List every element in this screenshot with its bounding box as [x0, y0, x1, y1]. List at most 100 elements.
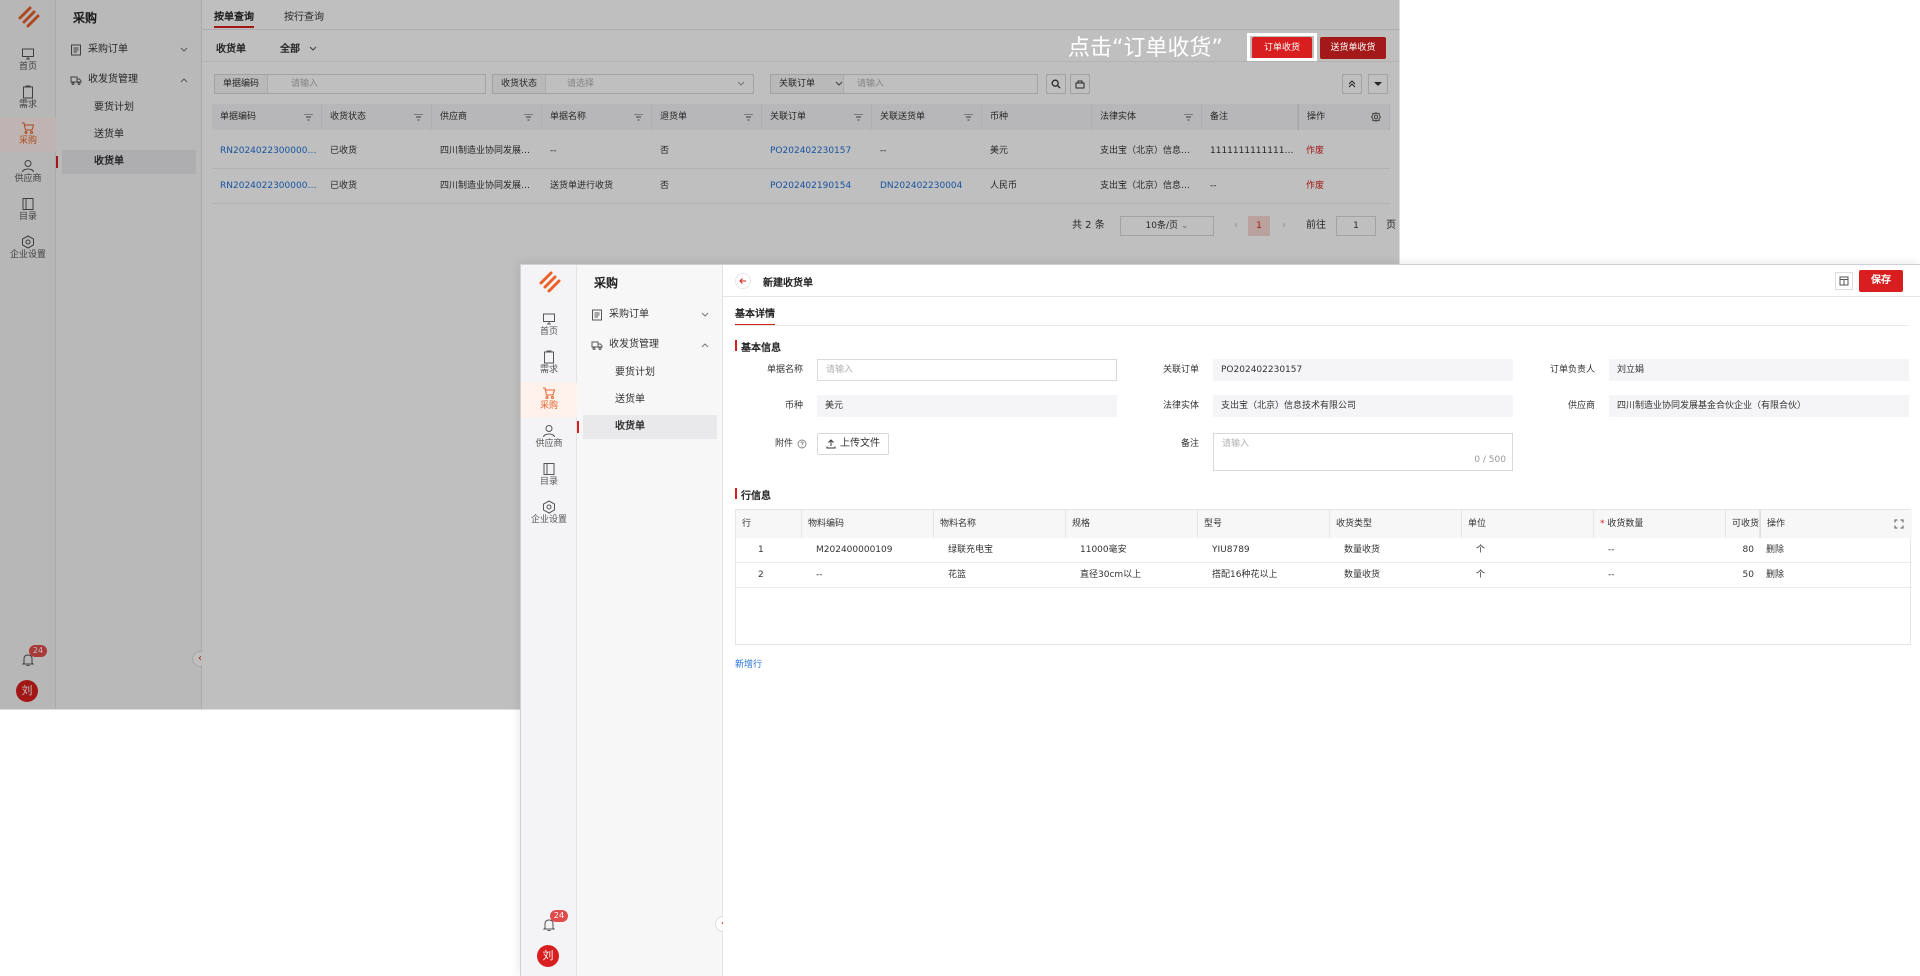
table-cell-delivery-link[interactable]: DN202402230004 [880, 181, 963, 191]
filter-icon[interactable] [414, 114, 423, 121]
prev-page-icon[interactable]: ‹ [1234, 220, 1238, 231]
filter-doc-code[interactable]: 单据编码 请输入 [214, 74, 486, 94]
table-cell: 80 [1742, 545, 1754, 555]
filter-menu-button[interactable] [1368, 74, 1388, 94]
column-header: 规格 [1066, 510, 1198, 538]
filter-icon[interactable] [634, 114, 643, 121]
remark-textarea[interactable]: 请输入 0 / 500 [1213, 433, 1513, 471]
sidebar-item-delivery-note[interactable]: 送货单 [615, 394, 645, 405]
filter-icon[interactable] [744, 114, 753, 121]
nav-item-demand[interactable]: 需求 [521, 347, 577, 381]
nav-item-settings[interactable]: 企业设置 [521, 497, 577, 531]
clear-icon [1075, 80, 1085, 89]
receive-qty-cell[interactable]: -- [1608, 545, 1615, 555]
cart-icon [22, 122, 35, 134]
sidebar-item-supply-plan[interactable]: 要货计划 [94, 102, 134, 113]
void-button[interactable]: 作废 [1306, 181, 1325, 191]
book-icon [543, 463, 555, 475]
nav-item-purchase[interactable]: 采购 [521, 383, 577, 417]
filter-icon[interactable] [524, 114, 533, 121]
nav-item-demand[interactable]: 需求 [0, 82, 56, 116]
sidebar-title: 采购 [73, 11, 98, 25]
nav-item-catalog[interactable]: 目录 [0, 194, 56, 228]
filter-related-order[interactable]: 关联订单 请输入 [770, 74, 1038, 94]
next-page-icon[interactable]: › [1282, 220, 1286, 231]
sidebar-item-supply-plan[interactable]: 要货计划 [615, 367, 655, 378]
gear-icon[interactable] [1371, 112, 1381, 122]
page-number-current[interactable]: 1 [1248, 216, 1270, 236]
nav-item-home[interactable]: 首页 [521, 309, 577, 343]
bell-icon[interactable] [541, 917, 557, 933]
tab-divider [735, 325, 1908, 326]
goto-page-input[interactable]: 1 [1336, 216, 1376, 236]
search-button[interactable] [1046, 74, 1066, 94]
void-button[interactable]: 作废 [1306, 146, 1325, 156]
order-receive-button[interactable]: 订单收货 [1252, 37, 1312, 59]
cart-icon [543, 387, 556, 399]
column-header-label: 操作 [1767, 519, 1786, 529]
filter-receipt-status[interactable]: 收货状态 请选择 [492, 74, 754, 94]
nav-item-catalog[interactable]: 目录 [521, 459, 577, 493]
sidebar-item-shipping-management[interactable]: 收发货管理 [62, 68, 196, 92]
column-header: 型号 [1198, 510, 1330, 538]
collapse-filters-button[interactable] [1342, 74, 1362, 94]
nav-item-supplier[interactable]: 供应商 [521, 421, 577, 455]
bell-icon[interactable] [20, 652, 36, 668]
nav-item-purchase[interactable]: 采购 [0, 118, 56, 152]
nav-item-home[interactable]: 首页 [0, 44, 56, 78]
arrow-left-icon [739, 278, 746, 284]
reset-button[interactable] [1070, 74, 1090, 94]
fullscreen-icon[interactable] [1894, 519, 1904, 529]
table-cell-code[interactable]: RN2024022300000026 [220, 146, 322, 156]
column-header: 行 [736, 510, 802, 538]
sidebar-item-label: 收发货管理 [609, 339, 659, 350]
caret-down-icon [1374, 82, 1382, 86]
help-icon[interactable] [797, 439, 807, 449]
supplier-value: 四川制造业协同发展基金合伙企业（有限合伙） [1609, 395, 1909, 417]
table-cell-order-link[interactable]: PO202402190154 [770, 181, 852, 191]
sidebar-item-delivery-note[interactable]: 送货单 [94, 129, 124, 140]
table-cell: 搭配16种花以上 [1212, 570, 1278, 580]
table-cell: 四川制造业协同发展… [440, 146, 531, 156]
filter-icon[interactable] [1184, 114, 1193, 121]
sidebar-item-shipping-management[interactable]: 收发货管理 [583, 333, 717, 357]
nav-item-supplier[interactable]: 供应商 [0, 156, 56, 190]
table-cell: 11111111111111111 [1210, 146, 1298, 156]
upload-file-button[interactable]: 上传文件 [817, 433, 889, 455]
tab-query-by-doc[interactable]: 按单查询 [214, 8, 254, 28]
sidebar-item-receipt[interactable]: 收货单 [56, 150, 196, 174]
doc-name-input[interactable]: 请输入 [817, 359, 1117, 381]
layout-button[interactable] [1835, 272, 1853, 290]
back-button[interactable] [735, 273, 751, 289]
table-cell: 花篮 [948, 570, 967, 580]
table-cell: 美元 [990, 146, 1009, 156]
delete-row-button[interactable]: 删除 [1766, 545, 1785, 555]
table-cell-order-link[interactable]: PO202402230157 [770, 146, 852, 156]
filter-icon[interactable] [854, 114, 863, 121]
receive-qty-cell[interactable]: -- [1608, 570, 1615, 580]
add-row-button[interactable]: 新增行 [735, 660, 763, 670]
avatar[interactable]: 刘 [537, 945, 559, 967]
avatar[interactable]: 刘 [16, 680, 38, 702]
chevron-down-icon [835, 81, 843, 86]
tab-query-by-line[interactable]: 按行查询 [284, 12, 324, 23]
filter-icon[interactable] [964, 114, 973, 121]
tab-basic-details[interactable]: 基本详情 [735, 305, 775, 326]
nav-item-settings[interactable]: 企业设置 [0, 232, 56, 266]
sidebar-item-receipt[interactable]: 收货单 [577, 415, 717, 439]
column-header: * 收货数量 [1594, 510, 1726, 538]
nav-rail: 首页 需求 采购 供应商 目录 企业设置 24 刘 [0, 0, 56, 709]
save-button[interactable]: 保存 [1859, 270, 1903, 292]
delete-row-button[interactable]: 删除 [1766, 570, 1785, 580]
page-size-select[interactable]: 10条/页 ⌄ [1120, 216, 1214, 236]
table-cell-code[interactable]: RN2024022300000025 [220, 181, 322, 191]
sidebar-item-label: 收发货管理 [88, 74, 138, 85]
column-header-label: 收货状态 [330, 112, 367, 122]
column-header: 操作 [1298, 104, 1390, 130]
sidebar-item-purchase-order[interactable]: 采购订单 [583, 303, 717, 327]
sidebar-item-purchase-order[interactable]: 采购订单 [62, 38, 196, 62]
delivery-receive-button[interactable]: 送货单收货 [1320, 37, 1386, 59]
nav-label: 目录 [539, 477, 558, 487]
scope-select[interactable]: 全部 [280, 40, 317, 55]
filter-icon[interactable] [304, 114, 313, 121]
